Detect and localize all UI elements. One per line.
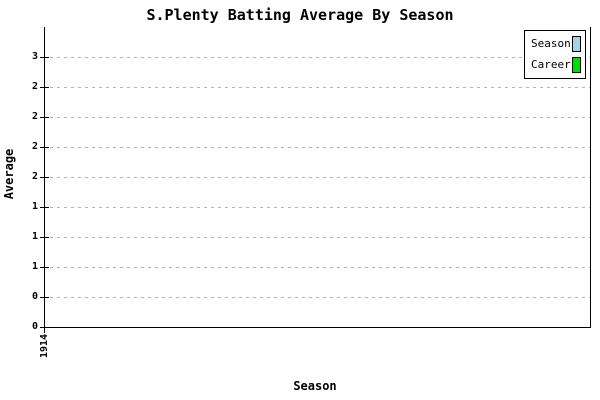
y-tick: [40, 207, 49, 208]
y-tick-label: 2: [31, 171, 38, 182]
y-axis-title: Average: [2, 148, 16, 200]
y-tick-label: 3: [31, 51, 38, 62]
y-tick: [40, 267, 49, 268]
y-tick-label: 2: [31, 141, 38, 152]
gridline: [50, 117, 590, 118]
x-tick: [44, 328, 45, 333]
y-tick-label: 0: [31, 291, 38, 302]
gridline: [50, 267, 590, 268]
chart-title: S.Plenty Batting Average By Season: [146, 6, 454, 24]
y-tick-label: 1: [31, 261, 38, 272]
y-tick: [40, 297, 49, 298]
y-tick-label: 2: [31, 81, 38, 92]
y-tick: [40, 87, 49, 88]
gridline: [50, 87, 590, 88]
gridline: [50, 57, 590, 58]
plot-right-border: [590, 27, 591, 328]
y-tick: [40, 177, 49, 178]
gridline: [50, 297, 590, 298]
gridline: [50, 147, 590, 148]
y-tick-label: 2: [31, 111, 38, 122]
y-tick: [40, 57, 49, 58]
x-tick-label: 1914: [39, 333, 50, 359]
legend-label-season: Season: [531, 37, 571, 51]
legend-row-season: Season: [531, 35, 581, 53]
y-tick-label: 1: [31, 231, 38, 242]
y-tick: [40, 237, 49, 238]
y-tick: [40, 327, 49, 328]
gridline: [50, 237, 590, 238]
x-axis-line: [44, 327, 591, 328]
legend: Season Career: [524, 30, 586, 79]
legend-row-career: Career: [531, 56, 581, 74]
y-tick-label: 0: [31, 321, 38, 332]
y-tick-label: 1: [31, 201, 38, 212]
legend-label-career: Career: [531, 57, 571, 71]
gridline: [50, 177, 590, 178]
y-tick: [40, 147, 49, 148]
gridline: [50, 207, 590, 208]
legend-swatch-career: [572, 56, 581, 73]
legend-swatch-season: [572, 36, 581, 53]
y-tick: [40, 117, 49, 118]
x-axis-title: Season: [293, 379, 337, 393]
